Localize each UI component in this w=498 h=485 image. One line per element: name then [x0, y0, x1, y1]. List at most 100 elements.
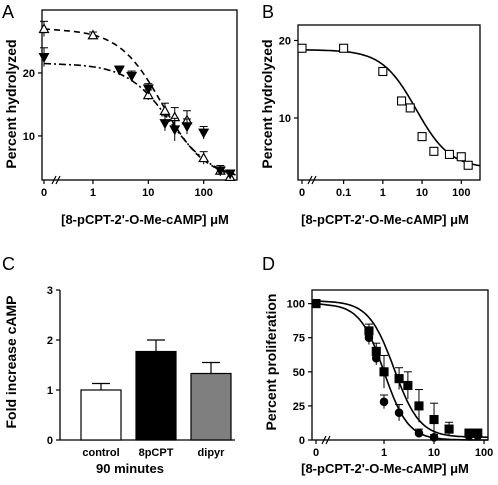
panel-d-axes: 0 1 10 100 0 25 50 75 100: [287, 289, 493, 459]
data-point: [113, 65, 125, 76]
data-point: [444, 149, 455, 159]
data-point: [464, 428, 474, 438]
data-point: [414, 401, 424, 411]
fit-curve: [43, 28, 238, 176]
y-tick-label: 2: [47, 335, 53, 347]
y-tick-label: 3: [47, 285, 53, 297]
data-point: [456, 152, 466, 162]
panel-letter-c: C: [2, 254, 15, 274]
data-point: [126, 71, 138, 82]
data-point: [214, 166, 226, 177]
panel-a-ylabel: Percent hydrolyzed: [3, 39, 19, 168]
panel-a-axes: 0 1 10 100 10 20: [23, 9, 238, 199]
x-tick-label: 0: [41, 187, 47, 199]
fit-curve: [315, 302, 488, 441]
data-point: [38, 23, 50, 34]
axis-break-mark: [325, 435, 331, 445]
data-point: [169, 125, 181, 136]
y-tick-label: 0: [299, 435, 305, 447]
axis-break-mark: [55, 175, 61, 185]
panel-letter-a: A: [2, 2, 14, 22]
plot-frame: [41, 9, 238, 181]
fit-curve: [301, 49, 481, 167]
x-tick-label: 1: [381, 447, 387, 459]
data-point: [394, 408, 404, 418]
bar-8pCPT: [135, 350, 177, 441]
y-tick-label: 25: [293, 401, 305, 413]
panel-c-xlabel: 90 minutes: [96, 461, 164, 476]
data-point: [142, 89, 154, 100]
x-tick-label: 10: [142, 187, 154, 199]
data-point: [87, 29, 99, 40]
data-point: [181, 122, 193, 133]
y-tick-label: 75: [293, 333, 305, 345]
x-tick-label: 100: [452, 187, 470, 199]
panel-c-axes: 0 1 2 3 control 8pCPT dipyr: [47, 285, 235, 459]
panel-b-xlabel: [8-pCPT-2'-O-Me-cAMP] μM: [301, 212, 469, 227]
data-point: [379, 367, 389, 377]
y-tick-label: 10: [23, 131, 35, 143]
panel-letter-b: B: [262, 2, 274, 22]
fit-curve: [315, 300, 488, 438]
panel-b-axes: 0 0.1 1 10 100 10 20: [279, 24, 481, 199]
x-tick-label: 10: [428, 447, 440, 459]
data-point: [463, 160, 473, 170]
axis-break-mark: [51, 175, 57, 185]
data-point: [198, 152, 210, 163]
data-point: [397, 96, 407, 106]
panel-d-ylabel: Percent proliferation: [263, 294, 279, 431]
panel-letter-d: D: [262, 254, 275, 274]
data-point: [297, 43, 307, 53]
panel-d-xlabel: [8-pCPT-2'-O-Me-cAMP] μM: [301, 461, 469, 476]
data-point: [379, 397, 389, 407]
data-point: [224, 169, 236, 180]
data-point: [38, 53, 50, 63]
x-tick-label: 100: [194, 187, 212, 199]
data-point: [311, 299, 321, 309]
panel-c-ylabel: Fold increase cAMP: [3, 295, 19, 428]
data-point: [417, 132, 427, 142]
x-tick-label: 100: [475, 447, 493, 459]
data-point: [414, 428, 424, 438]
category-label-8pCPT: 8pCPT: [139, 447, 174, 459]
y-tick-label: 50: [293, 367, 305, 379]
x-tick-label: 1: [90, 187, 96, 199]
x-tick-label: 0.1: [336, 187, 351, 199]
data-point: [364, 326, 374, 336]
axis-break-mark: [321, 435, 327, 445]
y-tick-label: 0: [47, 435, 53, 447]
data-point: [405, 103, 415, 113]
fit-curve: [43, 62, 238, 176]
plot-frame: [297, 24, 481, 181]
data-point: [371, 346, 381, 356]
data-point: [339, 43, 349, 53]
data-point: [159, 119, 171, 130]
axis-break-mark: [307, 175, 313, 185]
category-label-dipyr: dipyr: [198, 447, 226, 459]
data-point: [403, 380, 413, 391]
data-point: [159, 105, 171, 115]
y-tick-label: 10: [279, 113, 291, 125]
panel-b-ylabel: Percent hydrolyzed: [259, 39, 275, 168]
x-tick-label: 10: [416, 187, 428, 199]
bar-control: [80, 389, 122, 441]
data-point: [378, 66, 388, 77]
axis-break-mark: [311, 175, 317, 185]
data-point: [429, 146, 439, 156]
y-tick-label: 20: [23, 68, 35, 80]
x-tick-label: 0: [299, 187, 305, 199]
bar-dipyr: [190, 372, 232, 441]
y-tick-label: 20: [279, 36, 291, 48]
data-point: [198, 128, 210, 139]
panel-a-xlabel: [8-pCPT-2'-O-Me-cAMP] μM: [61, 212, 229, 227]
data-point: [473, 428, 483, 438]
data-point: [394, 374, 404, 384]
data-point: [429, 414, 439, 425]
y-tick-label: 100: [287, 299, 305, 311]
x-tick-label: 0: [313, 447, 319, 459]
y-tick-label: 1: [47, 385, 53, 397]
plot-frame: [311, 289, 489, 441]
data-point: [142, 84, 154, 95]
category-label-control: control: [82, 447, 119, 459]
